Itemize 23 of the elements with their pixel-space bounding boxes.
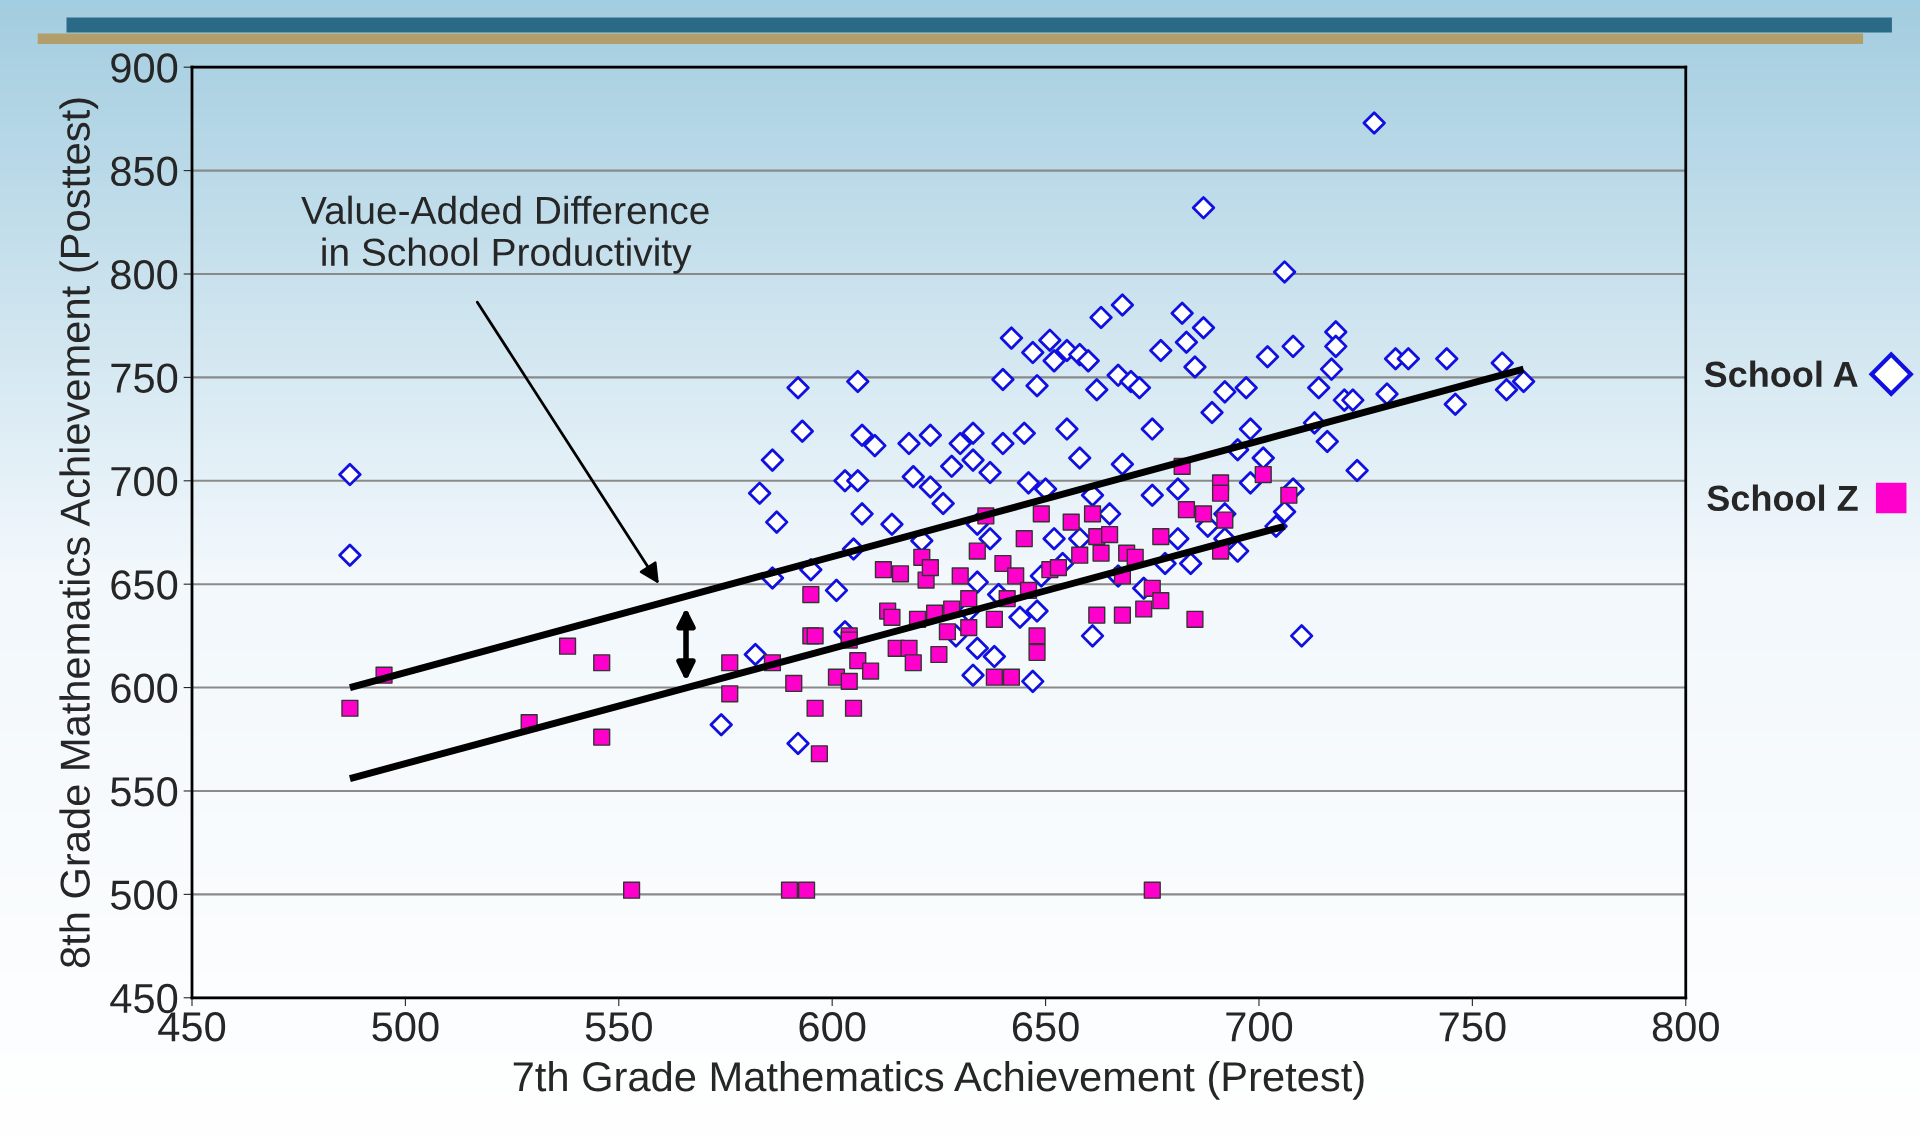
- legend-label: School Z: [1707, 484, 1858, 512]
- x-tick-label: 750: [1439, 1012, 1506, 1042]
- y-tick-label: 750: [111, 363, 178, 393]
- y-tick-label: 850: [111, 156, 178, 187]
- y-tick-label: 650: [111, 570, 178, 600]
- y-tick-label: 900: [111, 53, 178, 83]
- y-tick-label: 600: [111, 673, 178, 704]
- x-tick-label: 600: [799, 1012, 866, 1042]
- x-tick-label: 800: [1652, 1012, 1719, 1042]
- x-tick-label: 500: [372, 1012, 439, 1042]
- x-axis-title: 7th Grade Mathematics Achievement (Pretest): [513, 1060, 1364, 1100]
- x-tick-label: 700: [1226, 1012, 1293, 1042]
- y-tick-label: 700: [111, 466, 178, 497]
- y-tick-label: 800: [111, 260, 178, 290]
- y-tick-label: 550: [110, 776, 178, 807]
- y-axis-title: 8th Grade Mathematics Achievement (Posttest): [59, 98, 99, 968]
- annotation: Value-Added Difference in School Productivity: [301, 195, 709, 274]
- y-tick-label: 500: [110, 880, 178, 910]
- y-tick-label: 450: [110, 983, 178, 1014]
- x-tick-label: 550: [585, 1012, 652, 1042]
- legend-label: School A: [1704, 360, 1858, 388]
- x-tick-label: 450: [158, 1012, 226, 1042]
- x-tick-label: 650: [1012, 1012, 1079, 1042]
